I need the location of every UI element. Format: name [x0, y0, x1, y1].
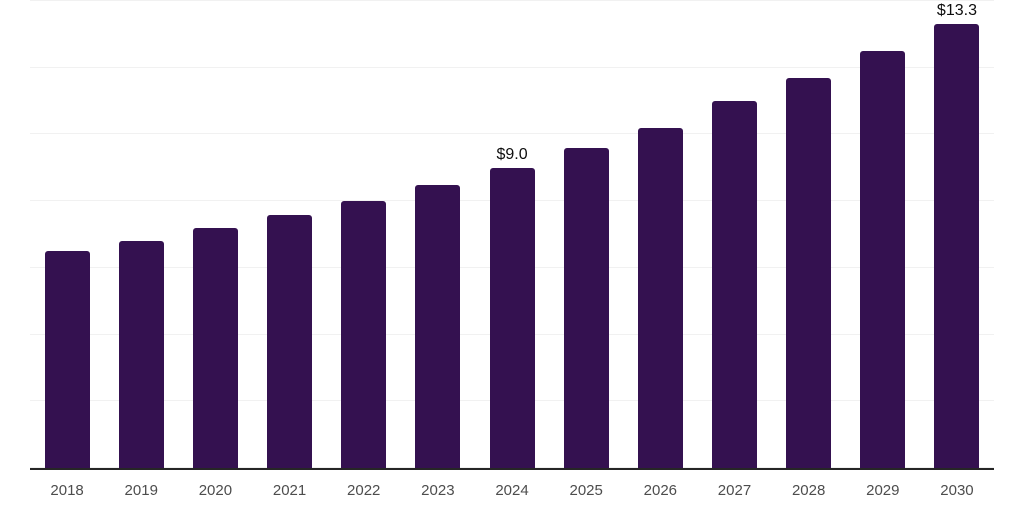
- bar-slot-2030: $13.3: [920, 0, 994, 468]
- x-axis-label-2027: 2027: [717, 482, 752, 499]
- bar-2020: [192, 228, 238, 468]
- x-axis-label-2030: 2030: [940, 482, 974, 499]
- x-axis-label-2028: 2028: [791, 482, 826, 499]
- x-axis-line: [30, 468, 994, 470]
- bar-value-label-2030: $13.3: [936, 2, 977, 19]
- gridline: [30, 133, 994, 134]
- bar-slot-2026: [623, 0, 697, 468]
- bar-2021: [267, 215, 313, 468]
- bar-2030: $13.3: [934, 2, 980, 468]
- bar-series: $9.0 $13.3: [30, 0, 994, 468]
- bar-2025: [563, 148, 609, 468]
- bar-2028: [786, 78, 832, 468]
- bar-value-label-2024: $9.0: [496, 146, 528, 163]
- bar-slot-2020: [178, 0, 252, 468]
- x-axis-label-2026: 2026: [643, 482, 678, 499]
- bar-slot-2027: [697, 0, 771, 468]
- bar-2022: [341, 201, 387, 468]
- bar-2023: [415, 185, 461, 468]
- bar-2027: [711, 101, 757, 468]
- bar-2029: [860, 51, 906, 468]
- x-axis: 2018 2019 2020 2021 2022 2023 2024 2025 2026 2027…: [30, 482, 994, 499]
- bar-slot-2029: [846, 0, 920, 468]
- bar-slot-2021: [252, 0, 326, 468]
- x-axis-label-2023: 2023: [421, 482, 455, 499]
- bar-2018: [44, 251, 90, 468]
- bar-slot-2023: [401, 0, 475, 468]
- bar-slot-2022: [327, 0, 401, 468]
- gridline: [30, 67, 994, 68]
- bar-2026: [637, 128, 683, 468]
- bar-slot-2018: [30, 0, 104, 468]
- x-axis-label-2024: 2024: [495, 482, 529, 499]
- bar-slot-2025: [549, 0, 623, 468]
- gridline: [30, 0, 994, 1]
- bar-slot-2028: [772, 0, 846, 468]
- bar-slot-2019: [104, 0, 178, 468]
- bar-2019: [118, 241, 164, 468]
- bar-slot-2024: $9.0: [475, 0, 549, 468]
- x-axis-label-2018: 2018: [50, 482, 84, 499]
- x-axis-label-2025: 2025: [569, 482, 603, 499]
- x-axis-label-2020: 2020: [198, 482, 233, 499]
- x-axis-label-2019: 2019: [124, 482, 158, 499]
- bar-2024: $9.0: [489, 146, 535, 468]
- x-axis-label-2029: 2029: [866, 482, 900, 499]
- x-axis-label-2022: 2022: [347, 482, 381, 499]
- x-axis-label-2021: 2021: [272, 482, 307, 499]
- plot-area: $9.0 $13.3: [30, 0, 994, 470]
